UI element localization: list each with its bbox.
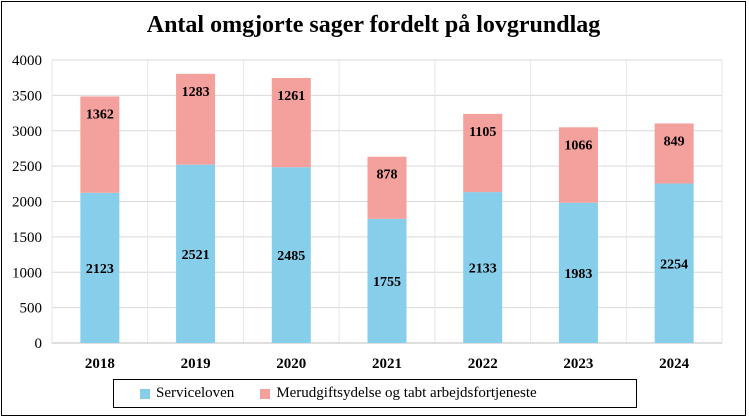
y-tick-label: 3500 bbox=[12, 88, 42, 104]
legend-item-serviceloven: Serviceloven bbox=[140, 385, 234, 402]
chart-title: Antal omgjorte sager fordelt på lovgrund… bbox=[146, 12, 601, 38]
data-label: 1755 bbox=[373, 275, 401, 290]
data-label: 1261 bbox=[277, 89, 305, 104]
legend-label-serviceloven: Serviceloven bbox=[156, 385, 235, 401]
data-label: 1362 bbox=[86, 107, 114, 122]
data-label: 1983 bbox=[564, 267, 592, 282]
y-tick-label: 1500 bbox=[12, 230, 42, 246]
data-label: 1105 bbox=[469, 125, 496, 140]
bar-serviceloven bbox=[271, 167, 311, 343]
data-label: 2123 bbox=[86, 262, 114, 277]
x-tick-label: 2021 bbox=[372, 356, 402, 372]
bar-merudgiftsydelse bbox=[367, 156, 407, 219]
bar-serviceloven bbox=[558, 202, 598, 343]
data-label: 849 bbox=[664, 134, 685, 149]
y-tick-label: 4000 bbox=[12, 53, 42, 69]
bar-merudgiftsydelse bbox=[463, 113, 503, 193]
bar-merudgiftsydelse bbox=[558, 127, 598, 203]
data-label: 1283 bbox=[182, 85, 210, 100]
x-tick-label: 2022 bbox=[468, 356, 498, 372]
bar-serviceloven bbox=[463, 192, 503, 343]
legend-label-merudgiftsydelse: Merudgiftsydelse og tabt arbejdsfortjene… bbox=[276, 385, 537, 401]
data-label: 2485 bbox=[277, 249, 305, 264]
y-tick-label: 3000 bbox=[12, 124, 42, 140]
y-tick-label: 2000 bbox=[12, 195, 42, 211]
x-tick-label: 2024 bbox=[659, 356, 690, 372]
bar-serviceloven bbox=[654, 183, 694, 343]
legend-swatch-serviceloven bbox=[140, 388, 150, 399]
bar-serviceloven bbox=[80, 192, 120, 343]
bar-merudgiftsydelse bbox=[176, 73, 216, 165]
y-tick-label: 500 bbox=[20, 301, 43, 317]
x-tick-label: 2019 bbox=[181, 356, 211, 372]
x-tick-label: 2020 bbox=[276, 356, 306, 372]
bar-serviceloven bbox=[176, 164, 216, 343]
chart-legend: Serviceloven Merudgiftsydelse og tabt ar… bbox=[113, 379, 637, 408]
bar-merudgiftsydelse bbox=[271, 77, 311, 168]
y-tick-label: 1000 bbox=[12, 265, 42, 281]
data-label: 878 bbox=[377, 168, 398, 183]
x-tick-label: 2023 bbox=[563, 356, 593, 372]
bar-serviceloven bbox=[367, 218, 407, 343]
data-label: 2254 bbox=[660, 257, 688, 272]
data-label: 1066 bbox=[564, 138, 592, 153]
bar-merudgiftsydelse bbox=[80, 96, 120, 193]
y-tick-label: 0 bbox=[35, 336, 43, 352]
bar-merudgiftsydelse bbox=[654, 123, 694, 184]
y-tick-label: 2500 bbox=[12, 159, 42, 175]
data-label: 2521 bbox=[182, 248, 210, 263]
data-label: 2133 bbox=[469, 262, 497, 277]
legend-item-merudgiftsydelse: Merudgiftsydelse og tabt arbejdsfortjene… bbox=[260, 385, 537, 402]
legend-swatch-merudgiftsydelse bbox=[260, 388, 271, 399]
x-tick-label: 2018 bbox=[85, 356, 115, 372]
